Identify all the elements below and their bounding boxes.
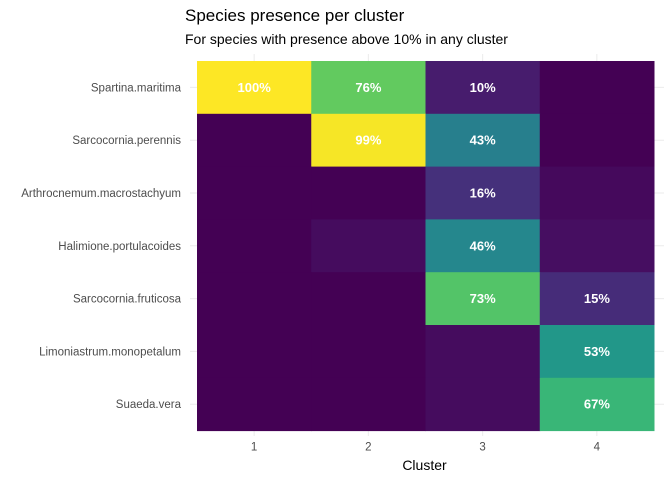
heatmap-cell <box>539 113 655 168</box>
heatmap-cell <box>425 272 541 326</box>
heatmap-cell <box>197 325 312 379</box>
y-tick-label: Spartina.maritima <box>91 82 182 94</box>
heatmap-cell <box>539 325 655 379</box>
heatmap-cell <box>311 377 426 432</box>
heatmap-cell <box>197 219 312 273</box>
y-tick-label: Sarcocornia.perennis <box>72 135 181 147</box>
cell-value-label: 100% <box>238 80 272 95</box>
heatmap-cell <box>311 166 426 220</box>
cell-value-label: 15% <box>584 291 610 306</box>
x-axis-ticks: 1 2 3 4 <box>251 442 601 454</box>
x-axis-title: Cluster <box>402 457 447 473</box>
cell-labels: 100% 76% 10% 99% 43% 16% 46% 73% 15% 53% 67% <box>238 80 611 412</box>
heatmap-cell <box>539 61 655 115</box>
y-tick-label: Suaeda.vera <box>116 399 182 411</box>
heatmap-cell <box>539 166 655 220</box>
heatmap-cell <box>539 219 655 273</box>
heatmap-cell <box>311 272 426 326</box>
x-tick-label: 2 <box>365 442 371 454</box>
y-tick-label: Sarcocornia.fruticosa <box>73 294 182 306</box>
cell-value-label: 53% <box>584 344 610 359</box>
heatmap-cell <box>539 272 655 326</box>
heatmap-cell <box>425 219 541 273</box>
heatmap-cell <box>311 219 426 273</box>
cell-value-label: 43% <box>470 133 496 148</box>
y-axis-ticks: Spartina.maritima Sarcocornia.perennis Art… <box>21 82 181 411</box>
heatmap-cell <box>197 377 312 432</box>
heatmap-cell <box>425 61 541 115</box>
y-tick-label: Limoniastrum.monopetalum <box>39 346 181 358</box>
heatmap-cell <box>197 272 312 326</box>
cell-value-label: 73% <box>470 291 496 306</box>
x-tick-label: 3 <box>479 442 485 454</box>
heatmap-cell <box>197 61 312 115</box>
y-tick-label: Arthrocnemum.macrostachyum <box>21 188 181 200</box>
heatmap-cell <box>425 113 541 168</box>
cell-value-label: 99% <box>355 133 381 148</box>
cell-value-label: 16% <box>470 186 496 201</box>
heatmap-cell <box>311 113 426 168</box>
cell-value-label: 76% <box>355 80 381 95</box>
heatmap-cell <box>197 166 312 220</box>
cell-value-label: 10% <box>470 80 496 95</box>
heatmap-cell <box>425 166 541 220</box>
heatmap-cell <box>539 377 655 432</box>
heatmap-cell <box>311 325 426 379</box>
heatmap-cell <box>425 325 541 379</box>
chart-title: Species presence per cluster <box>185 6 405 25</box>
heatmap-cell <box>197 113 312 168</box>
x-tick-label: 4 <box>594 442 601 454</box>
heatmap-cell <box>425 377 541 432</box>
cell-value-label: 67% <box>584 397 610 412</box>
heatmap-cell <box>311 61 426 115</box>
x-tick-label: 1 <box>251 442 257 454</box>
cell-value-label: 46% <box>470 238 496 253</box>
heatmap-cells <box>197 61 655 432</box>
chart-subtitle: For species with presence above 10% in a… <box>185 31 508 47</box>
y-tick-label: Halimione.portulacoides <box>58 241 181 253</box>
